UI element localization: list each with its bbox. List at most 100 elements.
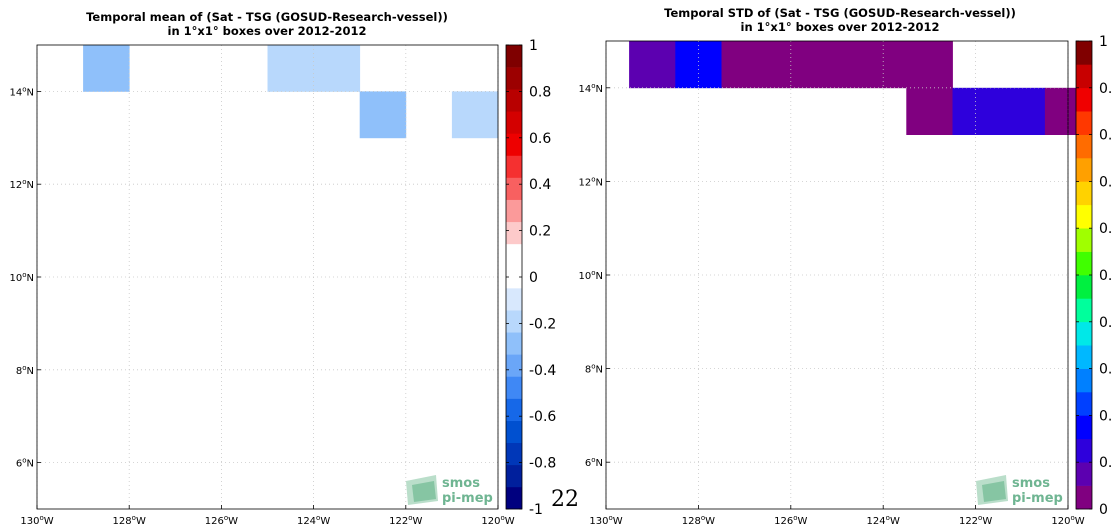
x-tick-degrees: 128: [113, 516, 132, 527]
colorbar-tick-label: -0.6: [529, 409, 556, 425]
x-tick-hemisphere: W: [413, 516, 423, 527]
colorbar-segment: [506, 67, 522, 90]
x-tick-degrees: 130: [589, 516, 608, 527]
y-tick-degrees: 10: [578, 271, 591, 282]
colorbar-segment: [1076, 228, 1092, 252]
colorbar-segment: [1076, 64, 1092, 89]
degree-symbol: o: [316, 514, 320, 522]
logo-text-pimep: pi-mep: [1012, 491, 1063, 506]
colorbar-segment: [506, 177, 522, 200]
x-tick-hemisphere: W: [136, 516, 146, 527]
y-tick-hemisphere: N: [596, 177, 603, 188]
colorbar-segment: [1076, 204, 1092, 229]
colorbar-segment: [506, 45, 522, 68]
degree-symbol: o: [22, 85, 26, 93]
data-cell: [629, 41, 676, 89]
colorbar-segment: [1076, 251, 1092, 276]
colorbar-segment: [1076, 111, 1092, 135]
colorbar-segment: [506, 420, 522, 444]
colorbar-segment: [506, 398, 522, 421]
x-tick-degrees: 126: [205, 516, 224, 527]
y-tick-degrees: 8: [16, 366, 22, 377]
chart-2: Temporal STD of (Sat - TSG (GOSUD-Resear…: [578, 6, 1112, 527]
x-tick-hemisphere: W: [320, 516, 330, 527]
colorbar-tick-label: 0.: [1099, 408, 1112, 424]
data-cell: [313, 45, 361, 92]
x-tick-label: 120oW: [481, 514, 514, 527]
data-cell: [675, 41, 722, 89]
logo-text-smos: smos: [1012, 476, 1050, 491]
x-tick-hemisphere: W: [705, 516, 715, 527]
colorbar-tick-label: 0: [1099, 502, 1108, 518]
y-tick-label: 12oN: [9, 178, 34, 191]
x-tick-label: 122oW: [389, 514, 422, 527]
degree-symbol: o: [591, 82, 595, 90]
data-cell: [451, 91, 499, 139]
colorbar-tick-label: 1: [529, 38, 538, 54]
colorbar-segment: [506, 354, 522, 377]
data-cell: [906, 41, 953, 89]
colorbar-segment: [1076, 438, 1092, 463]
degree-symbol: o: [22, 271, 26, 279]
x-tick-label: 126oW: [205, 514, 238, 527]
y-tick-label: 12oN: [578, 175, 603, 188]
plot-area: [37, 45, 498, 509]
colorbar-tick-label: 0.6: [529, 131, 551, 147]
colorbar-segment: [506, 89, 522, 112]
degree-symbol: o: [793, 514, 797, 522]
y-tick-hemisphere: N: [27, 87, 34, 98]
data-cell: [359, 91, 407, 139]
y-tick-label: 14oN: [9, 85, 34, 98]
data-cell: [860, 41, 907, 89]
degree-symbol: o: [224, 514, 228, 522]
page-number: 22: [551, 487, 579, 512]
y-tick-label: 14oN: [578, 82, 603, 95]
y-tick-hemisphere: N: [596, 365, 603, 376]
logo-text-smos: smos: [442, 476, 480, 491]
x-tick-hemisphere: W: [982, 516, 992, 527]
y-tick-label: 6oN: [16, 457, 34, 470]
colorbar-segment: [1076, 87, 1092, 112]
colorbar-segment: [506, 332, 522, 355]
chart-title: Temporal STD of (Sat - TSG (GOSUD-Resear…: [664, 6, 1016, 20]
colorbar-tick-label: -1: [529, 502, 543, 518]
colorbar-segment: [1076, 485, 1092, 510]
colorbar-segment: [506, 199, 522, 223]
x-tick-degrees: 126: [774, 516, 793, 527]
data-cell: [906, 87, 953, 135]
colorbar-segment: [1076, 181, 1092, 206]
chart-1: Temporal mean of (Sat - TSG (GOSUD-Resea…: [9, 10, 556, 527]
colorbar-tick-label: 0.: [1099, 268, 1112, 284]
y-tick-hemisphere: N: [596, 271, 603, 282]
colorbar-tick-label: 0.: [1099, 81, 1112, 97]
degree-symbol: o: [591, 175, 595, 183]
x-tick-hemisphere: W: [44, 516, 54, 527]
y-tick-label: 10oN: [9, 271, 34, 284]
colorbar-segment: [506, 288, 522, 311]
colorbar-segment: [1076, 158, 1092, 182]
data-cell: [767, 41, 815, 89]
colorbar-segment: [506, 265, 522, 289]
colorbar-segment: [506, 133, 522, 156]
colorbar-segment: [1076, 275, 1092, 299]
colorbar-segment: [506, 310, 522, 333]
y-tick-hemisphere: N: [596, 84, 603, 95]
degree-symbol: o: [22, 364, 26, 372]
y-tick-hemisphere: N: [596, 458, 603, 469]
colorbar-segment: [506, 442, 522, 466]
colorbar-tick-label: 0.: [1099, 362, 1112, 378]
degree-symbol: o: [132, 514, 136, 522]
colorbar-segment: [506, 464, 522, 488]
colorbar-tick-label: -0.4: [529, 363, 556, 379]
x-tick-label: 122oW: [959, 514, 992, 527]
colorbar-segment: [1076, 41, 1092, 65]
data-cell: [952, 87, 1000, 135]
x-tick-label: 128oW: [113, 514, 146, 527]
x-tick-hemisphere: W: [890, 516, 900, 527]
colorbar-tick-label: 0.: [1099, 128, 1112, 144]
colorbar-tick-label: 0.2: [529, 224, 551, 240]
degree-symbol: o: [701, 514, 705, 522]
colorbar-tick-label: 0.: [1099, 221, 1112, 237]
